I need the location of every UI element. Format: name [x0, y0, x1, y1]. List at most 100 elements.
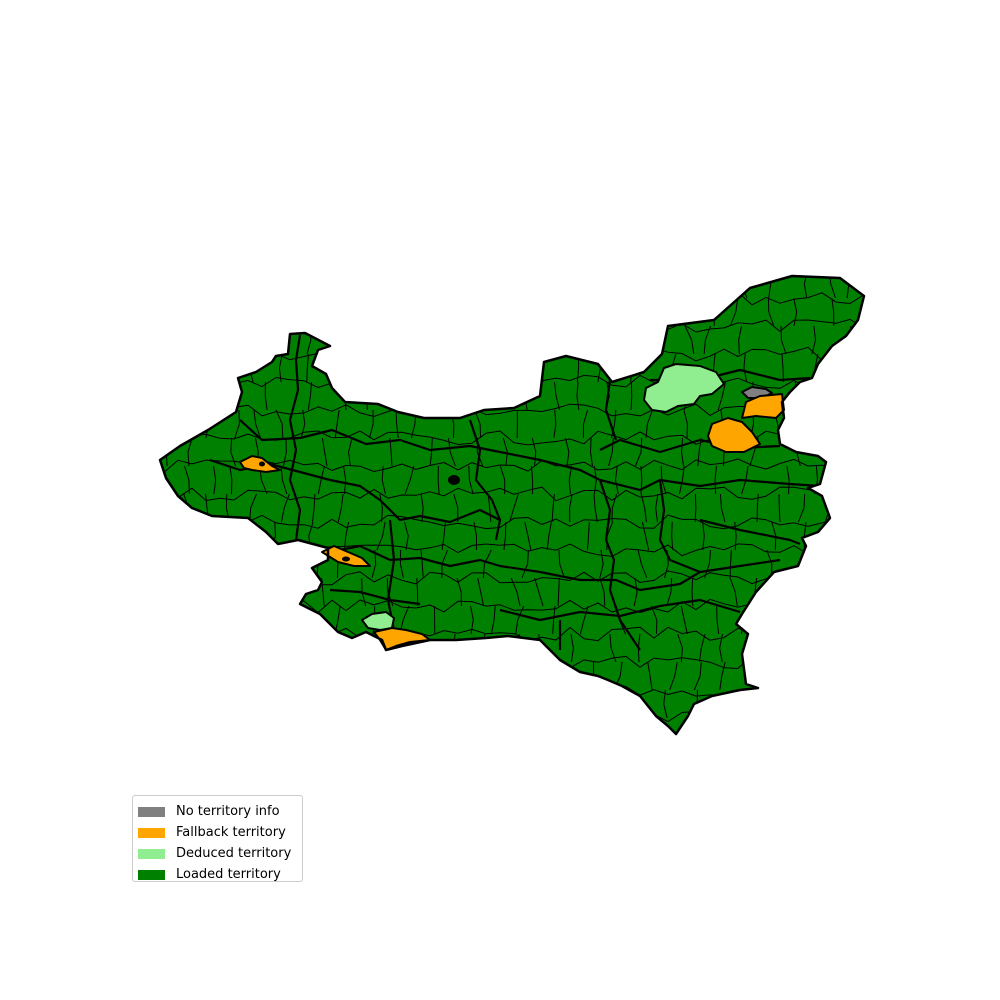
district-border	[246, 521, 252, 551]
district-border	[565, 437, 570, 467]
district-border	[301, 276, 309, 299]
district-border	[568, 465, 573, 495]
deduced-region	[643, 363, 725, 413]
district-border	[815, 717, 822, 734]
district-border	[831, 521, 840, 551]
district-border	[747, 633, 754, 663]
enclaves	[259, 461, 460, 562]
district-border	[838, 717, 842, 734]
district-border	[647, 661, 653, 691]
district-border	[322, 633, 329, 663]
district-border	[810, 605, 821, 635]
district-border	[468, 465, 474, 495]
district-border	[749, 689, 753, 719]
district-border	[552, 605, 556, 635]
district-border	[154, 466, 158, 494]
district-border	[640, 493, 647, 523]
district-border	[556, 717, 561, 734]
district-border	[273, 605, 279, 635]
district-border	[615, 465, 619, 495]
district-border	[473, 521, 477, 551]
district-border	[845, 661, 851, 691]
district-border	[251, 325, 258, 355]
district-border	[420, 689, 423, 719]
district-border	[534, 577, 544, 607]
special-regions	[239, 363, 785, 651]
district-border	[841, 689, 845, 719]
district-border	[771, 521, 777, 551]
district-border	[609, 633, 617, 663]
district-border	[334, 409, 340, 439]
district-border	[164, 549, 169, 579]
district-border	[719, 633, 724, 663]
district-border	[337, 493, 344, 523]
district-border	[611, 493, 618, 523]
district-border	[477, 353, 481, 383]
district-border	[775, 689, 785, 719]
district-border	[214, 577, 221, 607]
district-border	[371, 549, 377, 579]
district-border	[348, 437, 353, 467]
district-border	[861, 381, 864, 411]
district-border	[339, 717, 343, 734]
district-border	[381, 465, 386, 495]
district-border	[434, 276, 440, 299]
district-border	[160, 710, 864, 726]
district-border	[302, 633, 310, 663]
district-border	[198, 577, 201, 607]
district-border	[675, 297, 681, 327]
district-border	[185, 661, 194, 691]
district-border	[429, 437, 433, 467]
district-border	[456, 577, 462, 607]
district-border	[798, 577, 805, 607]
district-border	[267, 549, 272, 579]
district-border	[280, 465, 288, 495]
district-border	[834, 633, 841, 663]
district-border	[532, 661, 537, 691]
district-border	[185, 605, 188, 635]
district-border	[160, 458, 864, 473]
district-border	[480, 717, 487, 734]
legend-label: Fallback territory	[176, 825, 286, 840]
district-border	[791, 633, 799, 663]
district-border	[503, 521, 507, 551]
district-border	[356, 325, 362, 355]
district-border	[307, 381, 313, 411]
district-border	[598, 689, 603, 719]
district-border	[558, 661, 562, 691]
district-border	[693, 661, 702, 691]
district-border	[638, 717, 644, 734]
district-border	[853, 437, 858, 467]
legend-item-loaded: Loaded territory	[138, 864, 296, 885]
district-border	[733, 717, 737, 734]
district-border	[645, 409, 653, 439]
district-border	[301, 717, 307, 734]
district-border	[404, 465, 415, 495]
district-border	[781, 353, 784, 383]
district-border	[275, 409, 284, 439]
district-border	[828, 577, 832, 607]
district-border	[281, 661, 288, 691]
district-border	[704, 549, 712, 579]
district-border	[214, 353, 217, 383]
district-border	[530, 325, 534, 355]
district-border	[266, 689, 273, 719]
district-border	[848, 465, 859, 495]
district-border	[499, 689, 505, 719]
district-border	[399, 549, 404, 579]
district-border	[207, 605, 214, 635]
district-border	[695, 717, 698, 734]
enclave	[259, 461, 265, 467]
district-border	[350, 353, 354, 383]
district-border	[582, 409, 589, 439]
district-border	[188, 633, 193, 663]
enclave	[448, 475, 460, 485]
district-border	[659, 717, 662, 734]
fallback-region	[707, 417, 761, 453]
district-border	[407, 325, 409, 355]
district-border	[369, 689, 377, 719]
district-border	[343, 465, 347, 495]
district-border	[551, 493, 555, 523]
district-border	[160, 682, 864, 698]
district-border	[160, 514, 864, 530]
